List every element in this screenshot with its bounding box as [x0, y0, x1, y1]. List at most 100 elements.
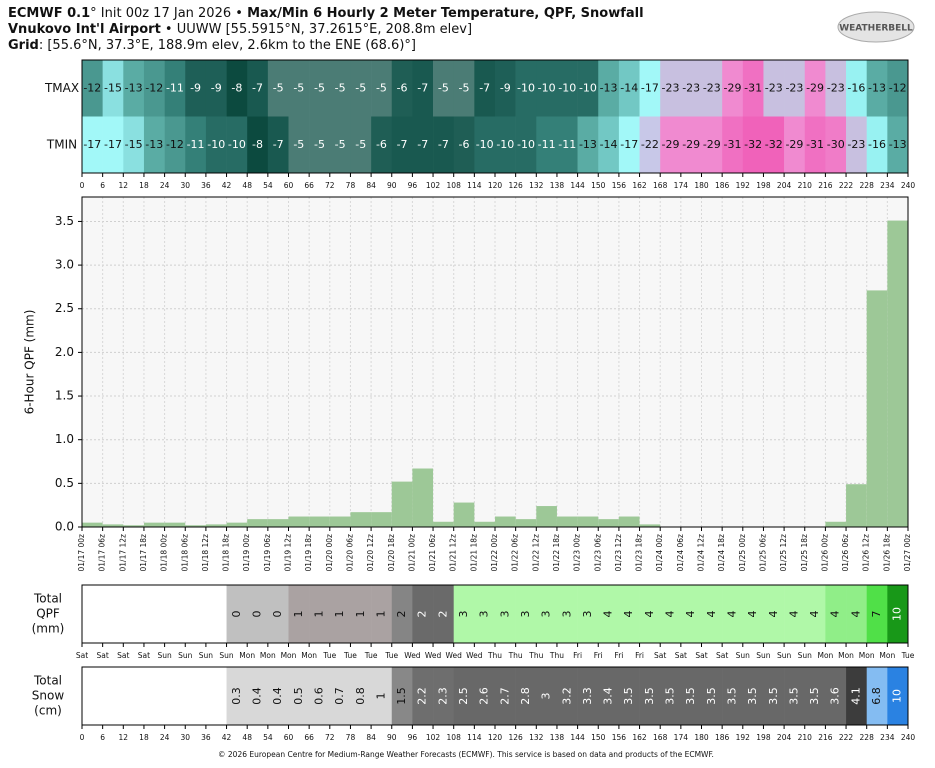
logo: WEATHERBELL [839, 24, 913, 34]
x-tick-label: 180 [694, 733, 709, 742]
temp-cell [577, 116, 599, 173]
x-tick-label: Sat [675, 651, 687, 660]
temp-value: -5 [273, 81, 284, 94]
temp-value: -29 [662, 138, 680, 151]
total-value: 0.7 [333, 687, 346, 705]
x-tick-label: 60 [284, 733, 294, 742]
total-value: 3 [498, 611, 511, 618]
temp-value: -10 [517, 138, 535, 151]
temp-value: -32 [744, 138, 762, 151]
total-value: 1 [354, 611, 367, 618]
total-cell [515, 585, 537, 643]
total-cell [639, 667, 661, 725]
temp-value: -14 [620, 81, 638, 94]
total-cell [660, 585, 682, 643]
x-tick-label: 01/24 18z [717, 534, 726, 572]
x-tick-label: 66 [304, 181, 314, 190]
x-tick-label: 01/25 06z [758, 534, 767, 572]
total-value: 3 [560, 611, 573, 618]
logo-badge [837, 11, 915, 43]
temp-value: -29 [806, 81, 824, 94]
x-tick-label: 48 [242, 181, 252, 190]
total-cell [825, 667, 847, 725]
x-tick-label: 01/27 00z [903, 534, 912, 572]
temp-cell [577, 60, 599, 117]
temp-value: -23 [847, 138, 865, 151]
total-cell [474, 585, 496, 643]
total-cell [329, 667, 351, 725]
x-tick-label: Sun [777, 651, 792, 660]
temp-cell [143, 60, 165, 117]
temp-cell [371, 60, 393, 117]
total-cell [763, 585, 785, 643]
x-tick-label: 114 [467, 181, 482, 190]
total-value: 1 [292, 611, 305, 618]
temp-value: -5 [438, 81, 449, 94]
temp-value: -13 [868, 81, 886, 94]
x-tick-label: 01/20 00z [325, 534, 334, 572]
total-cell [804, 667, 826, 725]
temp-cell [722, 116, 744, 173]
temp-value: -11 [166, 81, 184, 94]
total-cell [556, 667, 578, 725]
bar [866, 290, 888, 527]
temp-value: -5 [335, 138, 346, 151]
total-cell [887, 667, 909, 725]
total-value: 4 [684, 611, 697, 618]
x-tick-label: 01/17 12z [118, 534, 127, 572]
x-tick-label: Tue [322, 651, 336, 660]
x-tick-label: 132 [529, 733, 544, 742]
temp-cell [887, 60, 909, 117]
x-tick-label: 42 [222, 733, 232, 742]
x-tick-label: 162 [632, 733, 647, 742]
x-tick-label: 30 [180, 181, 190, 190]
temp-cell [784, 60, 806, 117]
bar [247, 519, 268, 527]
row-label: TMIN [46, 137, 77, 151]
temp-cell [309, 116, 331, 173]
temp-cell [495, 116, 516, 173]
total-value: 0.5 [292, 687, 305, 705]
x-tick-label: Sat [138, 651, 150, 660]
x-tick-label: 198 [756, 733, 771, 742]
total-cell [722, 667, 744, 725]
x-tick-label: 12 [119, 181, 129, 190]
header-segment: Grid [8, 38, 39, 53]
total-cell [722, 585, 744, 643]
temp-value: -8 [231, 81, 242, 94]
x-tick-label: Fri [614, 651, 623, 660]
x-tick-label: 01/22 12z [531, 534, 540, 572]
x-tick-label: 01/21 06z [428, 534, 437, 572]
temp-cell [680, 60, 702, 117]
total-value: 0 [230, 611, 243, 618]
total-value: 4.1 [849, 687, 862, 705]
header-segment: : [55.6°N, 37.3°E, 188.9m elev, 2.6km to… [39, 38, 416, 53]
bar [82, 522, 103, 527]
y-tick-label: 3.5 [55, 214, 74, 228]
x-tick-label: 01/18 00z [160, 534, 169, 572]
x-tick-label: 102 [426, 733, 441, 742]
header-line: Grid: [55.6°N, 37.3°E, 188.9m elev, 2.6k… [8, 38, 416, 53]
temp-cell [680, 116, 702, 173]
temp-value: -5 [314, 138, 325, 151]
temp-cell [102, 60, 124, 117]
x-tick-label: 114 [467, 733, 482, 742]
bar [123, 525, 144, 527]
total-cell [391, 585, 413, 643]
total-value: 2.2 [416, 687, 429, 705]
total-value: 4 [746, 611, 759, 618]
temp-value: -13 [600, 81, 618, 94]
x-tick-label: Sat [117, 651, 129, 660]
x-tick-label: 01/26 18z [882, 534, 891, 572]
temp-value: -11 [538, 138, 556, 151]
temp-cell [598, 116, 620, 173]
temp-cell [536, 60, 558, 117]
bar [846, 484, 867, 527]
temp-value: -11 [187, 138, 205, 151]
temp-value: -7 [397, 138, 408, 151]
total-cell [866, 585, 888, 643]
temp-cell [185, 60, 207, 117]
total-cell [660, 667, 682, 725]
total-cell [350, 667, 372, 725]
